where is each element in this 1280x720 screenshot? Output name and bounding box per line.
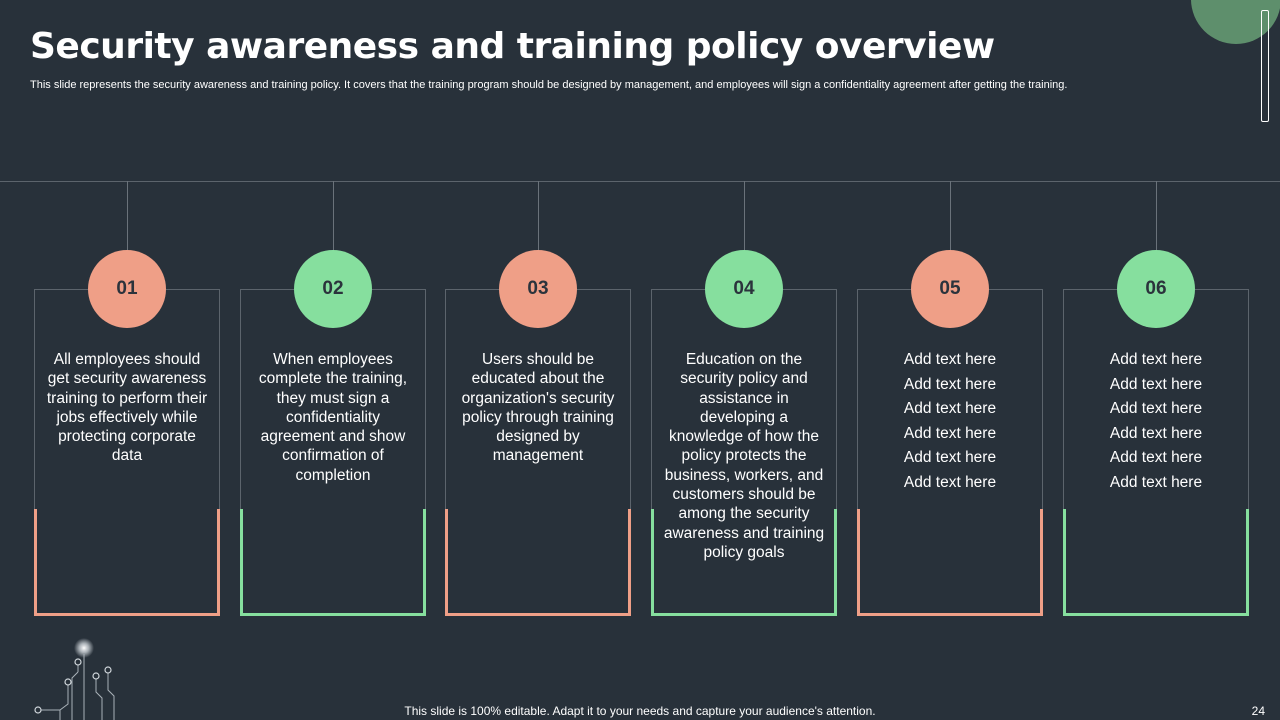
placeholder-line: Add text here: [903, 449, 997, 466]
page-number: 24: [1251, 704, 1265, 718]
placeholder-line: Add text here: [903, 351, 997, 368]
policy-card-03: 03 Users should be educated about the or…: [445, 181, 633, 618]
policy-card-02: 02 When employees complete the training,…: [240, 181, 428, 618]
card-text: When employees complete the training, th…: [258, 351, 408, 484]
placeholder-line: Add text here: [1109, 375, 1203, 393]
connector-line: [744, 181, 745, 251]
placeholder-line: Add text here: [903, 375, 997, 393]
card-text: Add text here Add text here Add text her…: [869, 348, 1031, 495]
placeholder-line: Add text here: [1109, 424, 1203, 442]
card-number-badge: 01: [88, 250, 166, 328]
placeholder-line: Add text here: [1109, 473, 1203, 491]
placeholder-line: Add text here: [903, 424, 997, 442]
card-accent-bracket: [857, 509, 1043, 616]
policy-card-05: 05 Add text here Add text here Add text …: [857, 181, 1045, 618]
connector-line: [333, 181, 334, 251]
card-text: Education on the security policy and ass…: [663, 351, 825, 561]
connector-line: [127, 181, 128, 251]
card-accent-bracket: [240, 509, 426, 616]
card-text: Users should be educated about the organ…: [461, 351, 615, 465]
connector-line: [950, 181, 951, 251]
card-text: Add text here Add text here Add text her…: [1075, 348, 1237, 495]
card-accent-bracket: [651, 509, 837, 616]
card-number-badge: 03: [499, 250, 577, 328]
policy-card-06: 06 Add text here Add text here Add text …: [1063, 181, 1251, 618]
placeholder-line: Add text here: [1109, 449, 1203, 466]
connector-line: [538, 181, 539, 251]
connector-line: [1156, 181, 1157, 251]
card-accent-bracket: [34, 509, 220, 616]
card-accent-bracket: [445, 509, 631, 616]
card-text: All employees should get security awaren…: [46, 351, 208, 465]
card-number-badge: 06: [1117, 250, 1195, 328]
placeholder-line: Add text here: [903, 473, 997, 491]
placeholder-line: Add text here: [903, 400, 997, 417]
timeline-line: [0, 181, 1280, 182]
card-number-badge: 04: [705, 250, 783, 328]
policy-card-01: 01 All employees should get security awa…: [34, 181, 222, 618]
policy-card-04: 04 Education on the security policy and …: [651, 181, 839, 618]
placeholder-line: Add text here: [1109, 351, 1203, 368]
card-number-badge: 05: [911, 250, 989, 328]
circuit-decoration-icon: [34, 638, 115, 720]
card-number-badge: 02: [294, 250, 372, 328]
decorative-corner-bar: [1261, 10, 1269, 122]
slide-subtitle: This slide represents the security aware…: [30, 79, 1068, 91]
card-accent-bracket: [1063, 509, 1249, 616]
slide-title: Security awareness and training policy o…: [30, 26, 995, 67]
footer-note: This slide is 100% editable. Adapt it to…: [404, 704, 876, 718]
placeholder-line: Add text here: [1109, 400, 1203, 417]
